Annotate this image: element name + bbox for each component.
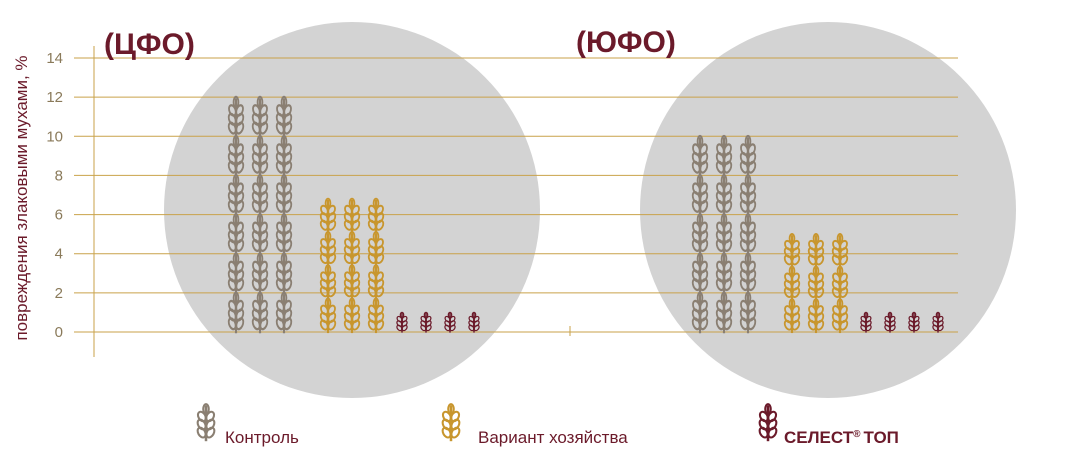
group-title-cfo: (ЦФО)	[104, 28, 195, 61]
bar	[689, 134, 759, 335]
y-tick-labels: 0 2 4 6 8 10 12 14	[46, 50, 63, 341]
legend-wheat-icon-celest	[756, 402, 780, 443]
y-tick-label: 6	[55, 207, 63, 224]
y-tick-label: 12	[46, 89, 63, 106]
gridlines	[74, 57, 958, 333]
legend-wheat-icon-control	[194, 402, 218, 443]
y-axis	[93, 46, 571, 357]
y-tick-label: 0	[55, 324, 63, 341]
background-circle-1	[640, 22, 1016, 398]
bar	[782, 232, 850, 335]
background-circles	[164, 22, 1016, 398]
y-tick-label: 2	[55, 285, 63, 302]
y-tick-label: 4	[55, 246, 63, 263]
y-tick-label: 10	[46, 128, 63, 145]
legend-wheat-icon-farm	[439, 402, 463, 443]
legend-label-control: Контроль	[225, 428, 299, 447]
legend: Контроль Вариант хозяйства СЕЛЕСТ® ТОП	[194, 402, 899, 447]
legend-label-farm: Вариант хозяйства	[478, 428, 628, 447]
group-title-yufo: (ЮФО)	[576, 26, 676, 59]
y-axis-label: повреждения злаковыми мухами, %	[12, 55, 31, 340]
legend-label-celest: СЕЛЕСТ® ТОП	[784, 428, 899, 447]
y-tick-label: 14	[46, 50, 63, 67]
y-tick-label: 8	[55, 167, 63, 184]
